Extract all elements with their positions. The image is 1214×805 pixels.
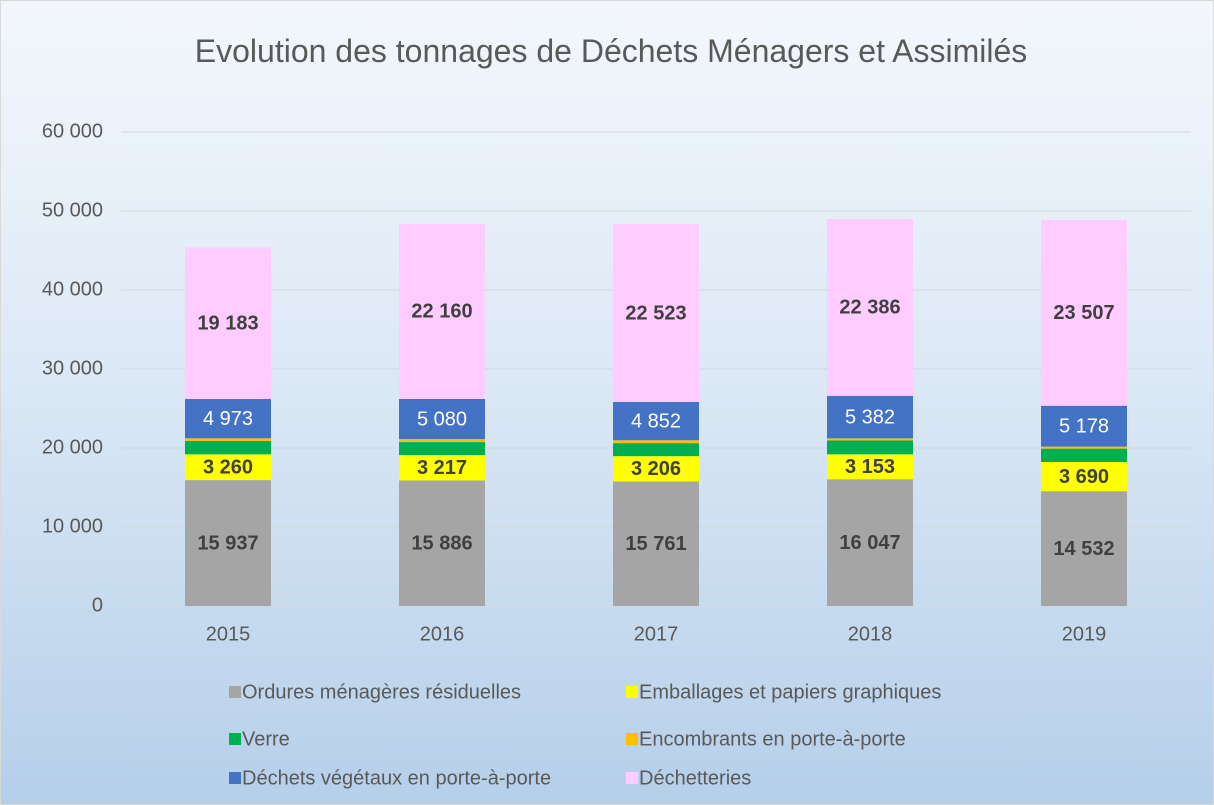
data-label: 5 080 <box>417 408 467 430</box>
bar-segment <box>399 442 485 456</box>
bar-segment <box>827 395 913 439</box>
legend-label: Emballages et papiers graphiques <box>639 681 941 703</box>
bar-segment <box>827 454 913 480</box>
y-tick-label: 50 000 <box>42 199 103 221</box>
data-label: 16 047 <box>839 532 900 554</box>
data-label: 3 217 <box>417 457 467 479</box>
bar-segment <box>827 479 913 606</box>
legend-swatch <box>229 772 241 784</box>
data-label: 15 886 <box>411 533 472 555</box>
bar-segment <box>613 401 699 441</box>
y-tick-label: 20 000 <box>42 436 103 458</box>
bar-segment <box>185 454 271 481</box>
data-label: 19 183 <box>197 313 258 335</box>
data-label: 15 761 <box>625 533 686 555</box>
data-label: 4 973 <box>203 408 253 430</box>
bar-segment <box>185 440 271 455</box>
bar-segment <box>613 224 699 402</box>
data-label: 22 386 <box>839 297 900 319</box>
data-label: 22 160 <box>411 301 472 323</box>
bar-segment <box>613 481 699 606</box>
bar-segment <box>1041 220 1127 406</box>
data-label: 15 937 <box>197 532 258 554</box>
bar-segment <box>185 480 271 606</box>
bar-segment <box>613 443 699 457</box>
bar-segment <box>613 440 699 444</box>
bar-segment <box>185 247 271 400</box>
data-label: 23 507 <box>1053 302 1114 324</box>
legend-label: Ordures ménagères résiduelles <box>242 681 521 703</box>
data-label: 3 153 <box>845 456 895 478</box>
data-label: 3 690 <box>1059 466 1109 488</box>
data-label: 5 178 <box>1059 415 1109 437</box>
bar-segment <box>827 440 913 455</box>
legend-label: Déchetteries <box>639 767 751 789</box>
bar-segment <box>1041 491 1127 606</box>
bar-segment <box>399 439 485 443</box>
bar-segment <box>827 218 913 396</box>
bar-segment <box>399 480 485 606</box>
legend-swatch <box>626 733 638 745</box>
data-label: 4 852 <box>631 410 681 432</box>
data-label: 22 523 <box>625 302 686 324</box>
x-tick-label: 2015 <box>206 623 251 645</box>
bar-segment <box>399 223 485 399</box>
bar-segment <box>613 456 699 482</box>
x-tick-label: 2016 <box>420 623 465 645</box>
data-label: 3 206 <box>631 458 681 480</box>
data-label: 3 260 <box>203 457 253 479</box>
legend-label: Encombrants en porte-à-porte <box>639 728 906 750</box>
legend-label: Déchets végétaux en porte-à-porte <box>242 767 551 789</box>
y-tick-label: 0 <box>92 594 103 616</box>
y-tick-label: 30 000 <box>42 357 103 379</box>
x-tick-label: 2017 <box>634 623 679 645</box>
y-tick-label: 60 000 <box>42 120 103 142</box>
data-label: 14 532 <box>1053 538 1114 560</box>
bar-segment <box>827 438 913 441</box>
bar-segment <box>185 399 271 439</box>
bar-segment <box>1041 405 1127 447</box>
legend-swatch <box>626 772 638 784</box>
bar-segment <box>1041 462 1127 492</box>
legend-swatch <box>229 686 241 698</box>
bar-segment <box>399 398 485 440</box>
data-label: 5 382 <box>845 406 895 428</box>
y-tick-label: 10 000 <box>42 515 103 537</box>
legend-swatch <box>626 686 638 698</box>
x-tick-label: 2018 <box>848 623 893 645</box>
legend-swatch <box>229 733 241 745</box>
bar-segment <box>1041 446 1127 449</box>
bar-segment <box>399 455 485 481</box>
x-tick-label: 2019 <box>1062 623 1107 645</box>
bar-segment <box>1041 448 1127 463</box>
legend-label: Verre <box>242 728 290 750</box>
bar-segment <box>185 438 271 441</box>
chart-title: Evolution des tonnages de Déchets Ménage… <box>194 33 1028 69</box>
y-tick-label: 40 000 <box>42 278 103 300</box>
